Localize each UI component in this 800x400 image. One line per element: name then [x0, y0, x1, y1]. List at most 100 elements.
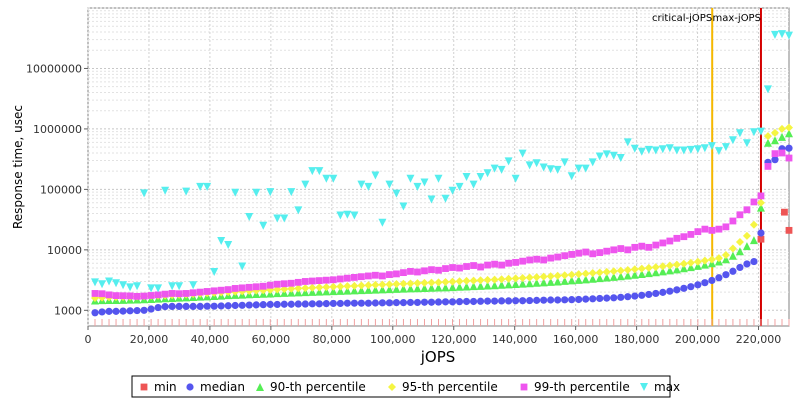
critical-jOPS-label: critical-jOPS — [652, 13, 712, 24]
data-point — [504, 274, 513, 283]
data-point — [385, 180, 394, 189]
data-point — [357, 299, 365, 307]
x-tick-label: 60,000 — [252, 333, 291, 346]
data-point — [525, 279, 534, 288]
data-point — [679, 264, 688, 273]
data-point — [441, 194, 450, 203]
data-point — [448, 298, 457, 306]
data-point — [609, 267, 618, 276]
data-point — [631, 292, 639, 300]
data-point — [287, 284, 296, 293]
data-point — [308, 167, 317, 176]
data-point — [455, 282, 464, 291]
data-point — [210, 287, 218, 295]
data-point — [469, 276, 478, 285]
legend-box — [131, 375, 671, 398]
data-point — [693, 257, 702, 266]
data-point — [266, 188, 275, 197]
data-point — [616, 154, 625, 163]
data-point — [610, 246, 618, 254]
legend-item: 95-th percentile — [388, 380, 498, 394]
data-point — [659, 288, 667, 296]
data-point — [596, 249, 604, 257]
x-tick-label: 80,000 — [313, 333, 352, 346]
data-point — [637, 269, 646, 278]
data-point — [112, 279, 121, 288]
series-min — [757, 208, 793, 243]
data-point — [413, 279, 422, 288]
data-point — [498, 261, 505, 269]
data-point — [756, 203, 765, 212]
data-point — [210, 302, 218, 310]
data-point — [455, 298, 464, 306]
data-point — [456, 264, 463, 272]
data-point — [133, 292, 141, 300]
data-point — [708, 226, 716, 234]
data-point — [294, 300, 302, 308]
data-point — [252, 283, 260, 291]
data-point — [421, 267, 428, 275]
data-point — [743, 206, 751, 214]
data-point — [728, 136, 737, 145]
data-point — [210, 268, 219, 277]
data-point — [463, 263, 470, 270]
data-point — [483, 275, 492, 284]
data-point — [624, 246, 632, 254]
data-point — [392, 299, 401, 307]
data-point — [469, 297, 478, 306]
data-point — [533, 255, 541, 263]
data-point — [623, 138, 632, 147]
legend-item: min — [140, 380, 177, 394]
data-point — [624, 293, 632, 301]
data-point — [721, 143, 730, 152]
data-point — [406, 174, 415, 183]
data-point — [315, 283, 324, 292]
data-point — [785, 123, 793, 132]
data-point — [497, 297, 506, 305]
data-point — [462, 173, 471, 182]
data-point — [196, 182, 205, 191]
data-point — [504, 280, 513, 289]
data-point — [372, 271, 379, 279]
data-point — [602, 267, 611, 276]
data-point — [518, 279, 527, 288]
data-point — [427, 195, 436, 204]
legend: min median 90-th percentile 95-th percentil… — [131, 375, 680, 398]
data-point — [428, 266, 435, 274]
data-point — [154, 303, 162, 312]
data-point — [168, 290, 176, 297]
data-point — [687, 231, 695, 238]
data-point — [603, 294, 611, 302]
data-point — [686, 263, 695, 272]
data-point — [687, 283, 695, 291]
data-point — [105, 277, 114, 286]
data-point — [785, 226, 793, 234]
data-point — [126, 292, 134, 300]
data-point — [393, 270, 400, 278]
data-point — [715, 225, 723, 233]
data-point — [266, 300, 274, 309]
data-point — [140, 189, 149, 198]
data-point — [364, 281, 373, 290]
data-point — [483, 281, 492, 290]
data-point — [476, 281, 485, 290]
data-point — [763, 85, 772, 94]
data-point — [161, 186, 170, 195]
data-point — [742, 231, 751, 240]
data-point — [371, 171, 380, 180]
data-point — [175, 290, 183, 298]
data-point — [490, 281, 499, 290]
data-point — [630, 144, 639, 153]
data-point — [735, 129, 744, 138]
data-point — [491, 260, 498, 268]
data-point — [546, 272, 555, 281]
data-point — [757, 229, 765, 237]
data-point — [231, 301, 239, 310]
data-point — [105, 291, 113, 299]
data-point — [343, 299, 351, 307]
data-point — [308, 287, 317, 296]
data-point — [553, 271, 562, 280]
data-point — [308, 283, 317, 292]
x-tick-label: 140,000 — [492, 333, 538, 346]
data-point — [658, 145, 667, 154]
